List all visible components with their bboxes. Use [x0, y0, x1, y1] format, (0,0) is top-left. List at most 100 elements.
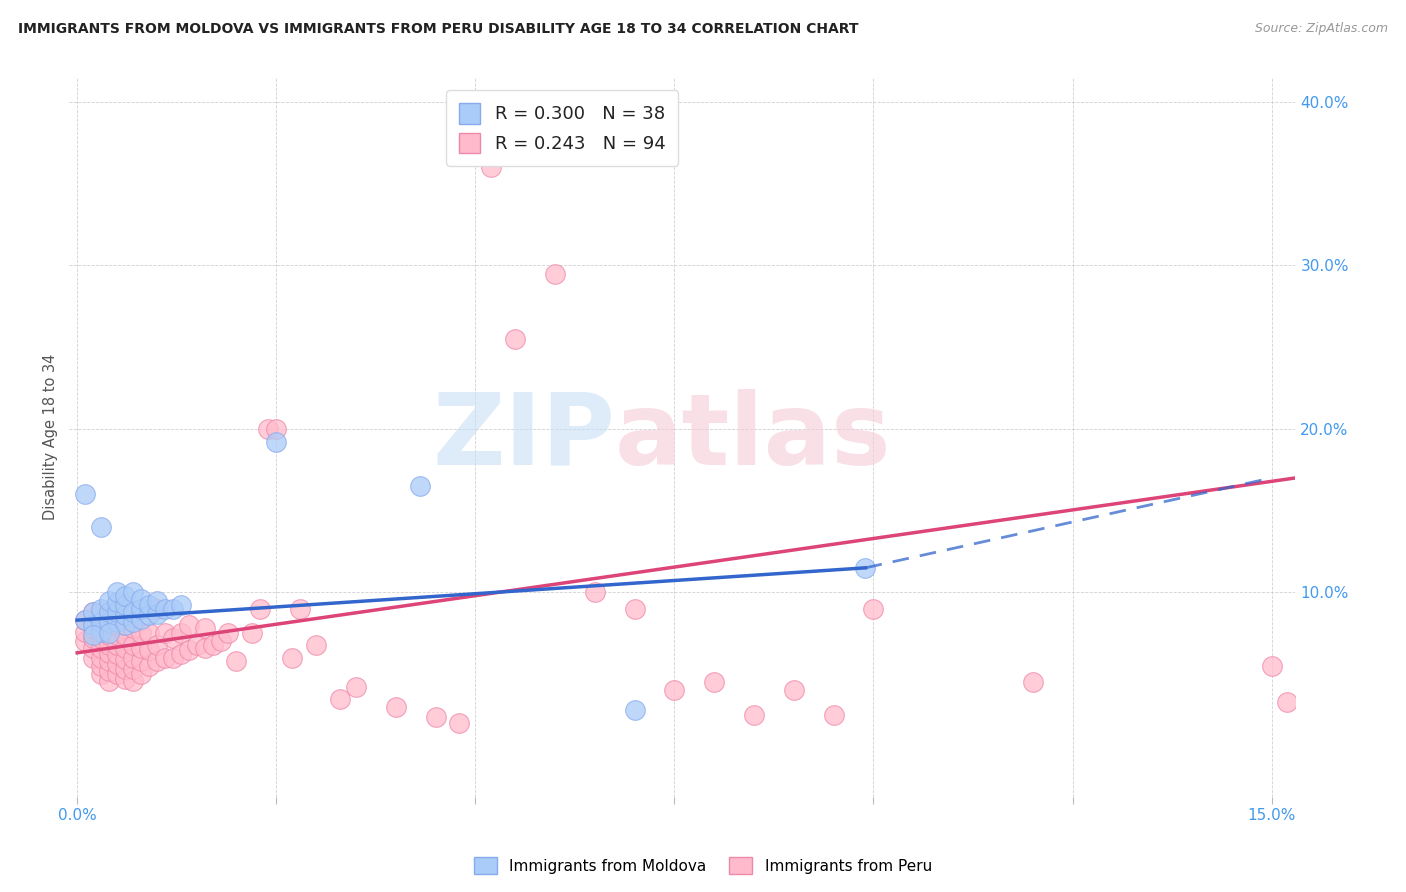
Legend: R = 0.300   N = 38, R = 0.243   N = 94: R = 0.300 N = 38, R = 0.243 N = 94 — [446, 90, 678, 166]
Point — [823, 708, 845, 723]
Point — [114, 599, 136, 613]
Point — [177, 642, 200, 657]
Point — [425, 709, 447, 723]
Point — [90, 650, 112, 665]
Point — [105, 628, 128, 642]
Point — [75, 613, 97, 627]
Point — [664, 683, 686, 698]
Point — [218, 626, 240, 640]
Point — [146, 601, 169, 615]
Point — [162, 631, 184, 645]
Point — [177, 618, 200, 632]
Point — [82, 605, 104, 619]
Point — [503, 332, 526, 346]
Point — [114, 640, 136, 655]
Point — [82, 618, 104, 632]
Text: atlas: atlas — [614, 389, 891, 485]
Point — [329, 691, 352, 706]
Point — [138, 599, 160, 613]
Point — [105, 595, 128, 609]
Point — [162, 601, 184, 615]
Point — [98, 628, 121, 642]
Point — [862, 601, 884, 615]
Point — [122, 585, 145, 599]
Point — [90, 615, 112, 629]
Point — [82, 621, 104, 635]
Point — [82, 628, 104, 642]
Point — [90, 640, 112, 655]
Point — [129, 654, 152, 668]
Point — [82, 640, 104, 655]
Point — [75, 487, 97, 501]
Point — [138, 608, 160, 623]
Point — [90, 659, 112, 673]
Point — [129, 591, 152, 606]
Point — [1021, 675, 1043, 690]
Point — [138, 626, 160, 640]
Point — [82, 613, 104, 627]
Point — [75, 613, 97, 627]
Point — [105, 605, 128, 619]
Point — [249, 601, 271, 615]
Point — [82, 631, 104, 645]
Point — [122, 605, 145, 619]
Y-axis label: Disability Age 18 to 34: Disability Age 18 to 34 — [44, 354, 58, 520]
Point — [114, 652, 136, 666]
Point — [122, 673, 145, 688]
Point — [98, 608, 121, 623]
Point — [855, 561, 877, 575]
Point — [240, 626, 263, 640]
Point — [105, 601, 128, 615]
Point — [105, 648, 128, 662]
Point — [153, 626, 176, 640]
Point — [114, 618, 136, 632]
Point — [90, 621, 112, 635]
Point — [90, 667, 112, 681]
Point — [98, 593, 121, 607]
Point — [114, 672, 136, 686]
Point — [544, 267, 567, 281]
Point — [209, 634, 232, 648]
Point — [98, 654, 121, 668]
Point — [138, 642, 160, 657]
Point — [162, 650, 184, 665]
Point — [122, 638, 145, 652]
Point — [146, 654, 169, 668]
Point — [75, 624, 97, 639]
Point — [129, 640, 152, 655]
Point — [257, 422, 280, 436]
Point — [98, 673, 121, 688]
Point — [105, 657, 128, 672]
Point — [98, 626, 121, 640]
Point — [194, 640, 217, 655]
Point — [105, 618, 128, 632]
Point — [194, 621, 217, 635]
Point — [98, 605, 121, 619]
Text: ZIP: ZIP — [432, 389, 614, 485]
Point — [153, 650, 176, 665]
Point — [170, 648, 193, 662]
Point — [449, 716, 471, 731]
Point — [114, 608, 136, 623]
Point — [82, 650, 104, 665]
Point — [138, 659, 160, 673]
Point — [264, 434, 287, 449]
Point — [479, 161, 502, 175]
Point — [122, 650, 145, 665]
Point — [146, 607, 169, 621]
Point — [90, 605, 112, 619]
Point — [583, 585, 606, 599]
Point — [98, 646, 121, 660]
Point — [75, 634, 97, 648]
Point — [105, 585, 128, 599]
Point — [742, 708, 765, 723]
Point — [623, 703, 645, 717]
Point — [129, 626, 152, 640]
Point — [122, 621, 145, 635]
Point — [129, 667, 152, 681]
Point — [114, 662, 136, 676]
Point — [201, 638, 224, 652]
Point — [90, 613, 112, 627]
Point — [225, 654, 247, 668]
Point — [98, 664, 121, 678]
